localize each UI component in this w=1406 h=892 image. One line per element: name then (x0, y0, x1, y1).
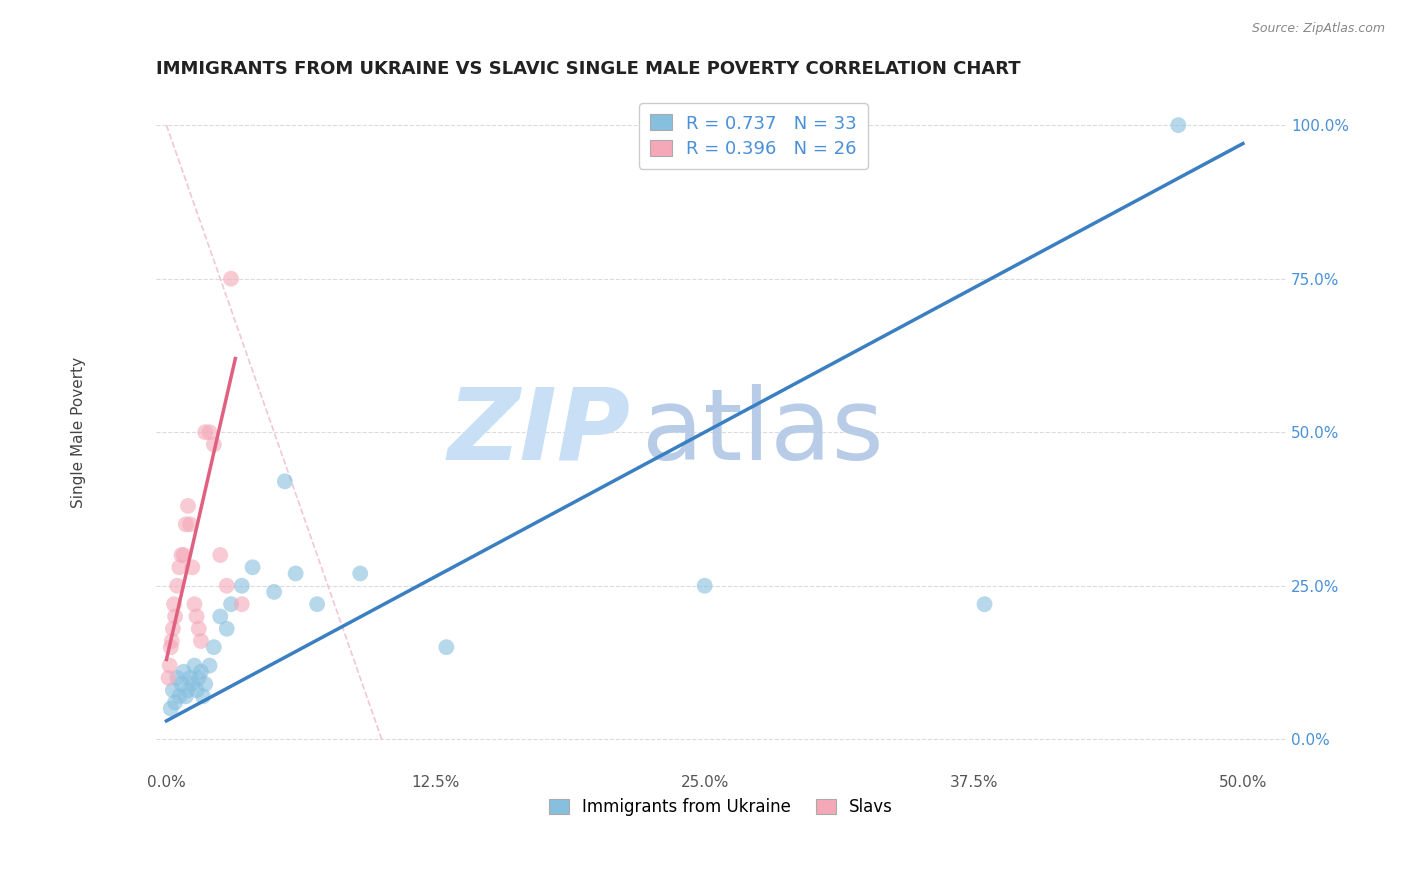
Point (186, 609, 208, 624)
Point (973, 597, 995, 611)
Point (187, 671, 209, 685)
Point (693, 579, 716, 593)
Point (179, 671, 201, 685)
Point (198, 658, 221, 673)
Point (173, 665, 195, 679)
Point (434, 640, 457, 655)
Point (1167, 118, 1189, 132)
Legend: Immigrants from Ukraine, Slavs: Immigrants from Ukraine, Slavs (541, 791, 900, 822)
Text: Source: ZipAtlas.com: Source: ZipAtlas.com (1251, 22, 1385, 36)
Point (159, 701, 181, 715)
Point (187, 622, 209, 636)
Point (165, 695, 187, 709)
Point (174, 517, 197, 532)
Point (160, 634, 183, 648)
Point (159, 658, 181, 673)
Point (209, 548, 232, 562)
Point (165, 609, 187, 624)
Point (181, 560, 204, 574)
Point (183, 658, 205, 673)
Point (231, 597, 253, 611)
Point (163, 597, 186, 611)
Point (174, 690, 197, 704)
Point (190, 634, 212, 648)
Point (173, 548, 195, 562)
Point (162, 622, 184, 636)
Point (274, 475, 297, 489)
Point (166, 579, 188, 593)
Point (170, 677, 193, 691)
Point (169, 560, 191, 574)
Point (202, 437, 225, 451)
Point (169, 690, 191, 704)
Point (166, 671, 188, 685)
Point (219, 597, 242, 611)
Point (209, 609, 232, 624)
Point (242, 560, 264, 574)
Point (198, 425, 221, 440)
Point (162, 683, 184, 698)
Point (190, 665, 212, 679)
Point (191, 690, 214, 704)
Point (186, 683, 208, 698)
Point (231, 579, 253, 593)
Point (215, 579, 238, 593)
Point (349, 566, 371, 581)
Point (219, 271, 242, 285)
Y-axis label: Single Male Poverty: Single Male Poverty (72, 357, 86, 508)
Point (183, 597, 205, 611)
Text: atlas: atlas (641, 384, 883, 481)
Point (177, 683, 200, 698)
Point (177, 499, 200, 513)
Point (170, 548, 193, 562)
Point (202, 640, 225, 655)
Point (263, 585, 285, 599)
Point (215, 622, 238, 636)
Text: ZIP: ZIP (447, 384, 630, 481)
Point (179, 517, 201, 532)
Point (159, 640, 181, 655)
Point (194, 425, 217, 440)
Point (181, 677, 204, 691)
Text: IMMIGRANTS FROM UKRAINE VS SLAVIC SINGLE MALE POVERTY CORRELATION CHART: IMMIGRANTS FROM UKRAINE VS SLAVIC SINGLE… (156, 60, 1021, 78)
Point (157, 671, 180, 685)
Point (284, 566, 307, 581)
Point (307, 597, 329, 611)
Point (194, 677, 217, 691)
